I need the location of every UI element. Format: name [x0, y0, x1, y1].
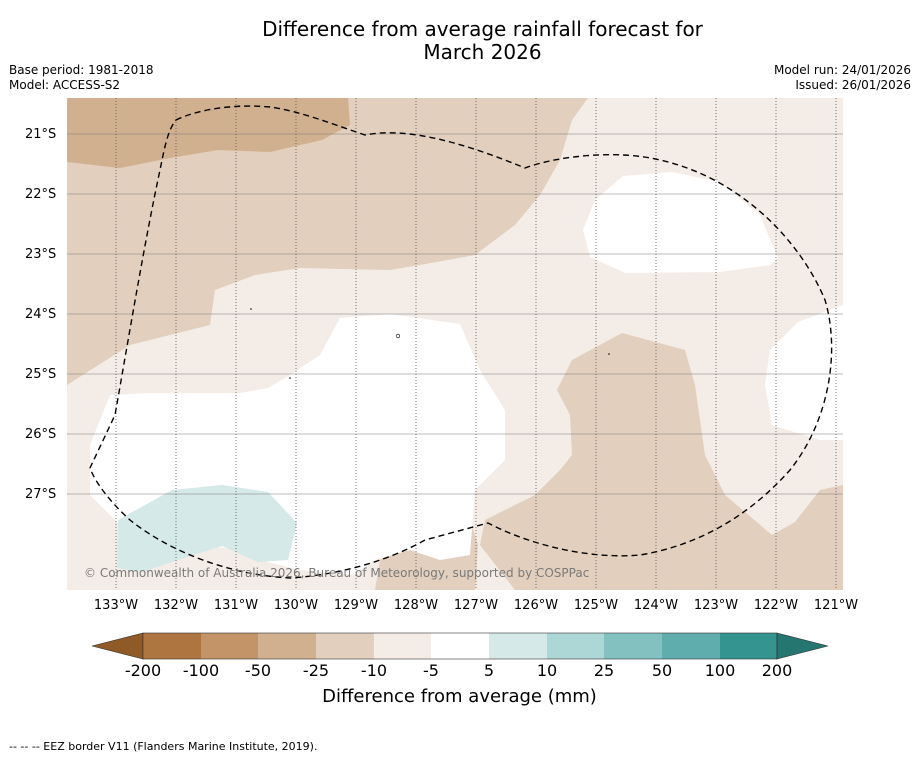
title-line-1: Difference from average rainfall forecas…: [262, 17, 703, 41]
lon-label: 126°W: [513, 598, 559, 613]
lat-label: 27°S: [25, 487, 57, 502]
lon-label: 131°W: [213, 598, 259, 613]
lon-label: 127°W: [453, 598, 499, 613]
lat-label: 25°S: [25, 367, 57, 382]
map-title: Difference from average rainfall forecas…: [0, 18, 919, 64]
copyright: © Commonwealth of Australia 2026, Bureau…: [84, 566, 590, 580]
lon-label: 121°W: [813, 598, 859, 613]
lon-label: 129°W: [333, 598, 379, 613]
colorbar-tick-label: -5: [423, 661, 439, 680]
colorbar-extend-low: [91, 632, 144, 660]
colorbar-bin: [431, 633, 489, 659]
colorbar-bin: [316, 633, 374, 659]
colorbar-bin: [489, 633, 547, 659]
title-line-2: March 2026: [423, 40, 542, 64]
lat-label: 24°S: [25, 307, 57, 322]
colorbar-bin: [547, 633, 604, 659]
colorbar-bin: [604, 633, 662, 659]
lat-label: 22°S: [25, 187, 57, 202]
eez-border: [89, 105, 833, 579]
colorbar-tick-label: -200: [124, 661, 162, 680]
lon-label: 124°W: [633, 598, 679, 613]
colorbar-bin: [374, 633, 431, 659]
isolated-dot: [395, 333, 401, 339]
colorbar-tick-label: -100: [182, 661, 220, 680]
meta-left: Base period: 1981-2018 Model: ACCESS-S2: [9, 63, 154, 93]
colorbar-title: Difference from average (mm): [322, 686, 597, 707]
lon-label: 133°W: [93, 598, 139, 613]
colorbar-bin: [258, 633, 316, 659]
lat-label: 21°S: [25, 127, 57, 142]
colorbar-bin: [662, 633, 720, 659]
contour-layer: [67, 98, 843, 590]
colorbar-tick-label: 100: [704, 661, 736, 680]
longitude-gridlines: [115, 98, 837, 590]
colorbar-outline: [142, 632, 778, 660]
colorbar-tick-label: -10: [360, 661, 388, 680]
contour-minus25-region-southeast: [480, 333, 843, 590]
colorbar-tick-label: 10: [536, 661, 558, 680]
colorbar-tick-label: 25: [593, 661, 615, 680]
lat-label: 23°S: [25, 247, 57, 262]
contour-minus50-region-northwest: [67, 98, 350, 168]
isolated-dot: [250, 308, 252, 310]
lon-label: 122°W: [753, 598, 799, 613]
colorbar-tick-label: 200: [761, 661, 793, 680]
colorbar-bin: [201, 633, 258, 659]
meta-right: Model run: 24/01/2026 Issued: 26/01/2026: [774, 63, 911, 93]
model-name: Model: ACCESS-S2: [9, 78, 121, 92]
contour-minus25-region: [67, 98, 588, 385]
white-region-northeast: [583, 172, 778, 273]
colorbar-bin: [143, 633, 201, 659]
colorbar-tick-label: -25: [302, 661, 330, 680]
colorbar-tick-label: -50: [244, 661, 272, 680]
contour-5-10-region: [117, 485, 297, 572]
colorbar: [91, 632, 829, 660]
lat-label: 26°S: [25, 427, 57, 442]
isolated-dot: [289, 377, 291, 379]
lon-label: 125°W: [573, 598, 619, 613]
colorbar-tick-label: 5: [483, 661, 495, 680]
lon-label: 128°W: [393, 598, 439, 613]
issued-date: Issued: 26/01/2026: [795, 78, 911, 92]
model-run: Model run: 24/01/2026: [773, 63, 911, 77]
eez-legend-footnote: -- -- -- EEZ border V11 (Flanders Marine…: [9, 740, 318, 753]
isolated-dot: [608, 353, 610, 355]
colorbar-bin: [720, 633, 777, 659]
lon-label: 123°W: [693, 598, 739, 613]
base-period: Base period: 1981-2018: [9, 63, 154, 77]
lon-label: 130°W: [273, 598, 319, 613]
colorbar-extend-high: [776, 632, 829, 660]
lon-label: 132°W: [153, 598, 199, 613]
white-region-east: [765, 305, 843, 440]
colorbar-tick-label: 50: [651, 661, 673, 680]
latitude-gridlines: [67, 133, 843, 495]
